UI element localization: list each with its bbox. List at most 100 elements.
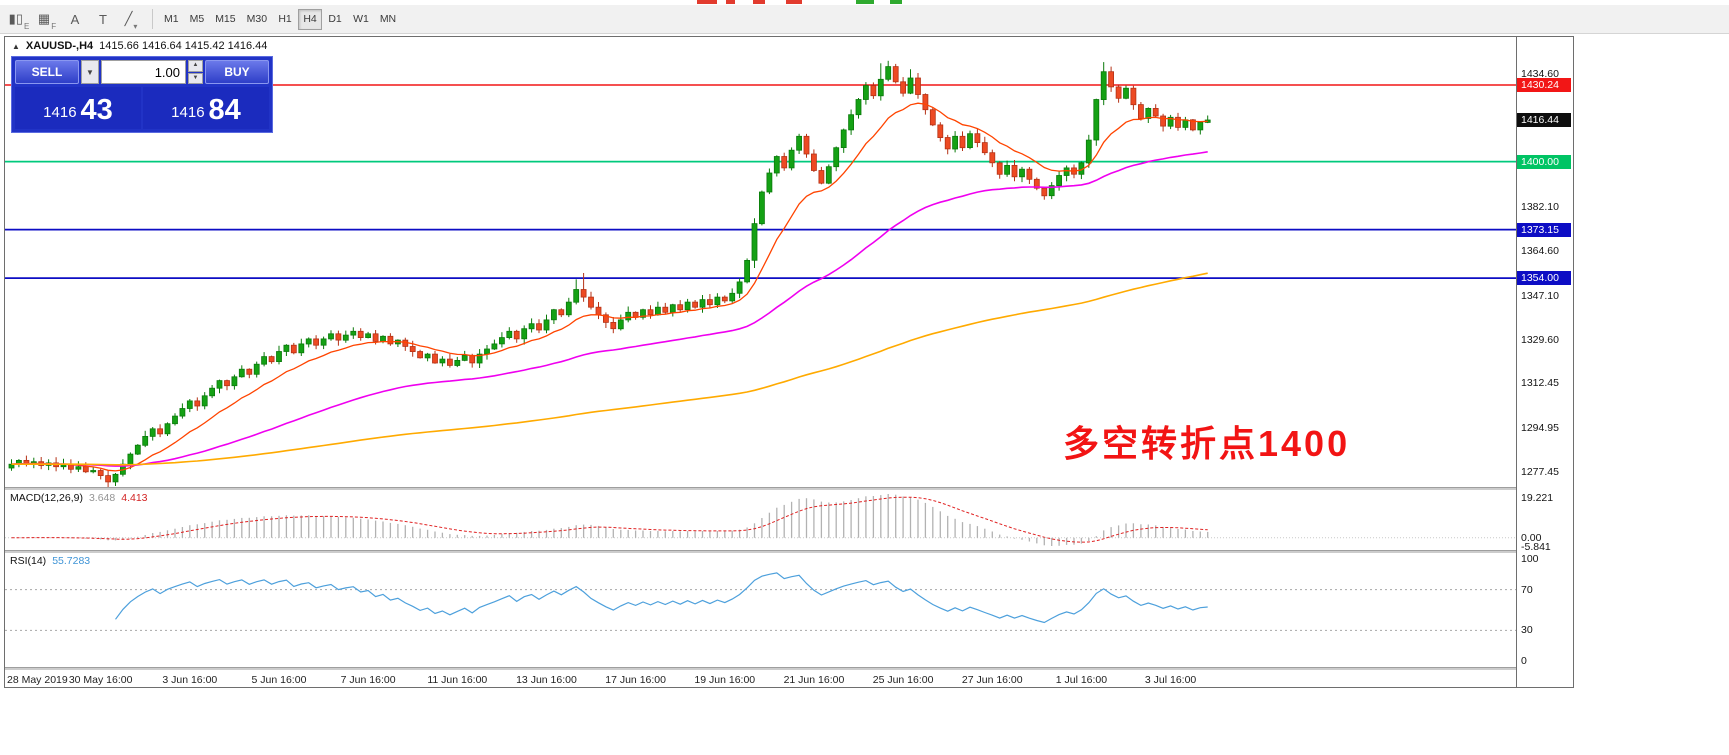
macd-label: MACD(12,26,9) 3.648 4.413 <box>10 492 148 504</box>
clipped-top-fragments <box>0 0 1729 5</box>
symbol-expand-icon[interactable]: ▲ <box>12 41 20 51</box>
price-level-badge: 1416.44 <box>1517 113 1571 127</box>
price-level-badge: 1430.24 <box>1517 78 1571 92</box>
cursor-tool-icon-glyph: A <box>70 11 80 27</box>
chart-annotation-text: 多空转折点1400 <box>1063 423 1351 464</box>
sell-button[interactable]: SELL <box>15 60 79 84</box>
sell-price-pips: 43 <box>80 94 113 126</box>
volume-spinner: ▲ ▼ <box>188 60 203 84</box>
one-click-trading-panel: SELL ▼ ▲ ▼ BUY 1416 43 1416 84 <box>11 56 273 133</box>
rsi-label: RSI(14) 55.7283 <box>10 555 90 567</box>
time-axis-label: 19 Jun 16:00 <box>694 674 756 686</box>
panel-splitter[interactable] <box>5 487 1516 490</box>
candlestick-chart <box>5 60 1516 489</box>
time-axis-label: 3 Jun 16:00 <box>162 674 218 686</box>
price-scale-tick: 1382.10 <box>1521 201 1559 213</box>
clipped-menu-text-fragment <box>856 0 874 4</box>
timeframe-button-m30[interactable]: M30 <box>246 13 268 25</box>
time-axis-label: 25 Jun 16:00 <box>872 674 934 686</box>
time-axis-label: 28 May 2019 <box>7 674 68 686</box>
rsi-chart <box>5 572 1516 631</box>
rsi-scale-tick: 100 <box>1521 553 1539 565</box>
time-axis-label: 17 Jun 16:00 <box>605 674 666 686</box>
grid-window-icon[interactable]: ▦ F <box>34 7 60 31</box>
timeframe-button-m1[interactable]: M1 <box>164 13 179 25</box>
chart-window-icon-glyph: ▮▯ <box>8 11 23 26</box>
timeframe-button-d1[interactable]: D1 <box>328 13 342 25</box>
chart-window-icon[interactable]: ▮▯ E <box>6 7 32 31</box>
toolbar-separator <box>152 9 153 29</box>
clipped-menu-text-fragment <box>786 0 802 4</box>
macd-scale-min: -5.841 <box>1521 541 1551 553</box>
text-tool-icon[interactable]: T <box>90 7 116 31</box>
clipped-menu-text-fragment <box>890 0 902 4</box>
macd-title: MACD(12,26,9) <box>10 492 83 504</box>
volume-decrease-button[interactable]: ▼ <box>188 72 203 84</box>
volume-input[interactable] <box>101 60 186 84</box>
time-axis[interactable]: 28 May 2019 30 May 16:00 3 Jun 16:00 5 Jun … <box>5 670 1516 688</box>
macd-scale-zero: 0.00 <box>1521 532 1542 544</box>
time-axis-label: 1 Jul 16:00 <box>1055 674 1108 686</box>
drawing-tools-group: ▮▯ E ▦ F A T ╱ ▾ <box>6 7 146 31</box>
price-level-badge: 1354.00 <box>1517 271 1571 285</box>
price-level-badge: 1373.15 <box>1517 223 1571 237</box>
volume-dropdown-button[interactable]: ▼ <box>81 60 99 84</box>
price-scale-tick: 1434.60 <box>1521 68 1559 80</box>
timeframe-button-h1[interactable]: H1 <box>278 13 292 25</box>
timeframe-button-h4[interactable]: H4 <box>298 8 323 30</box>
clipped-menu-text-fragment <box>726 0 735 4</box>
sell-price-display[interactable]: 1416 43 <box>15 87 141 129</box>
clipped-menu-text-fragment <box>697 0 717 4</box>
timeframe-button-w1[interactable]: W1 <box>353 13 369 25</box>
chart-window: ▲ XAUUSD-,H4 1415.66 1416.64 1415.42 141… <box>4 36 1574 688</box>
buy-button[interactable]: BUY <box>205 60 269 84</box>
price-scale-tick: 1329.60 <box>1521 334 1559 346</box>
price-chart-area[interactable]: ▲ XAUUSD-,H4 1415.66 1416.64 1415.42 141… <box>5 37 1516 489</box>
panel-splitter[interactable] <box>5 550 1516 553</box>
timeframe-buttons-group: M1 M5 M15 M30 H1 H4 D1 W1 MN <box>159 8 402 30</box>
time-axis-label: 5 Jun 16:00 <box>251 674 307 686</box>
cursor-tool-icon[interactable]: A <box>62 7 88 31</box>
shapes-tool-icon[interactable]: ╱ ▾ <box>118 7 144 31</box>
timeframe-button-m5[interactable]: M5 <box>189 13 205 25</box>
toolbar: ▮▯ E ▦ F A T ╱ ▾ M1 M5 M15 M30 H1 H4 D1 W1 MN <box>0 5 1729 34</box>
panel-splitter[interactable] <box>5 667 1516 670</box>
macd-panel[interactable]: MACD(12,26,9) 3.648 4.413 <box>5 490 1516 550</box>
rsi-panel[interactable]: RSI(14) 55.7283 <box>5 553 1516 667</box>
buy-price-pips: 84 <box>208 94 241 126</box>
price-axis[interactable]: 1434.60 1430.24 1416.44 1400.00 1382.10 1373.… <box>1516 37 1573 687</box>
rsi-value: 55.7283 <box>52 555 91 567</box>
macd-main-value: 3.648 <box>88 492 116 504</box>
time-axis-label: 13 Jun 16:00 <box>516 674 577 686</box>
volume-increase-button[interactable]: ▲ <box>188 60 203 72</box>
price-scale-tick: 1347.10 <box>1521 290 1559 302</box>
grid-window-icon-sub: F <box>51 22 57 31</box>
timeframe-button-mn[interactable]: MN <box>379 13 397 25</box>
sell-price-main: 1416 <box>43 104 77 121</box>
macd-chart <box>5 494 1516 546</box>
chart-ohlc-values: 1415.66 1416.64 1415.42 1416.44 <box>99 40 268 52</box>
buy-price-display[interactable]: 1416 84 <box>143 87 269 129</box>
time-axis-label: 7 Jun 16:00 <box>340 674 396 686</box>
timeframe-button-m15[interactable]: M15 <box>215 13 236 25</box>
price-level-badge: 1400.00 <box>1517 155 1571 169</box>
time-axis-label: 11 Jun 16:00 <box>427 674 488 686</box>
chart-window-icon-sub: E <box>23 22 30 31</box>
grid-window-icon-glyph: ▦ <box>37 11 51 26</box>
buy-price-main: 1416 <box>171 104 205 121</box>
macd-signal-value: 4.413 <box>121 492 148 504</box>
macd-scale-max: 19.221 <box>1521 492 1554 504</box>
rsi-title: RSI(14) <box>10 555 47 567</box>
price-scale-tick: 1277.45 <box>1521 466 1559 478</box>
shapes-tool-icon-glyph: ╱ <box>124 11 133 26</box>
chart-header: ▲ XAUUSD-,H4 1415.66 1416.64 1415.42 141… <box>12 40 267 52</box>
time-axis-label: 21 Jun 16:00 <box>783 674 845 686</box>
price-scale-tick: 1312.45 <box>1521 377 1559 389</box>
price-scale-tick: 1364.60 <box>1521 245 1559 257</box>
text-tool-icon-glyph: T <box>99 11 107 27</box>
time-axis-label: 3 Jul 16:00 <box>1144 674 1197 686</box>
chart-symbol: XAUUSD-,H4 <box>25 40 94 52</box>
clipped-menu-text-fragment <box>753 0 765 4</box>
rsi-scale-tick: 0 <box>1521 655 1527 667</box>
time-axis-label: 27 Jun 16:00 <box>961 674 1023 686</box>
